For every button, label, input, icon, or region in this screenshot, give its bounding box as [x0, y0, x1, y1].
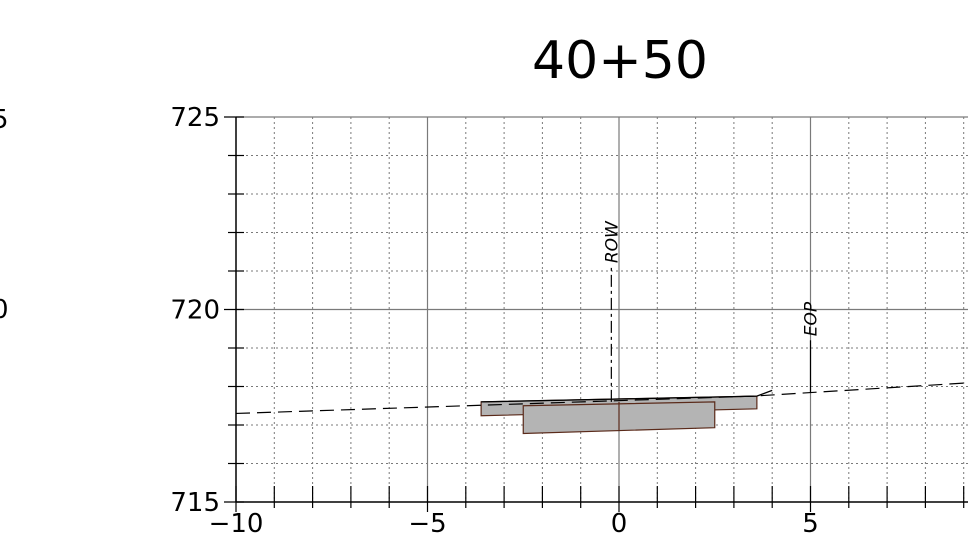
clipped-left-label-upper: 5: [0, 105, 9, 135]
x-tick-label: −10: [209, 509, 264, 539]
profile-lines: [235, 382, 968, 415]
y-tick-label: 725: [170, 103, 220, 133]
axis-ticks: [224, 116, 965, 512]
finished-grade-line: [481, 389, 773, 403]
x-tick-label: 0: [611, 509, 628, 539]
minor-grid: [236, 117, 968, 502]
y-tick-label: 720: [170, 296, 220, 326]
major-grid: [236, 116, 968, 502]
station-title: 40+50: [532, 31, 708, 91]
y-tick-label: 715: [170, 488, 220, 518]
clipped-left-label-lower: 0: [0, 295, 9, 325]
x-tick-label: −5: [408, 509, 446, 539]
callouts: ROW EOP: [602, 220, 822, 402]
callout-label-row: ROW: [602, 220, 622, 263]
callout-label-eop: EOP: [802, 301, 822, 336]
axis-tick-labels: 715 720 725 −10 −5 0 5: [170, 103, 818, 539]
x-tick-label: 5: [802, 509, 819, 539]
pavement-layers: [480, 395, 758, 435]
